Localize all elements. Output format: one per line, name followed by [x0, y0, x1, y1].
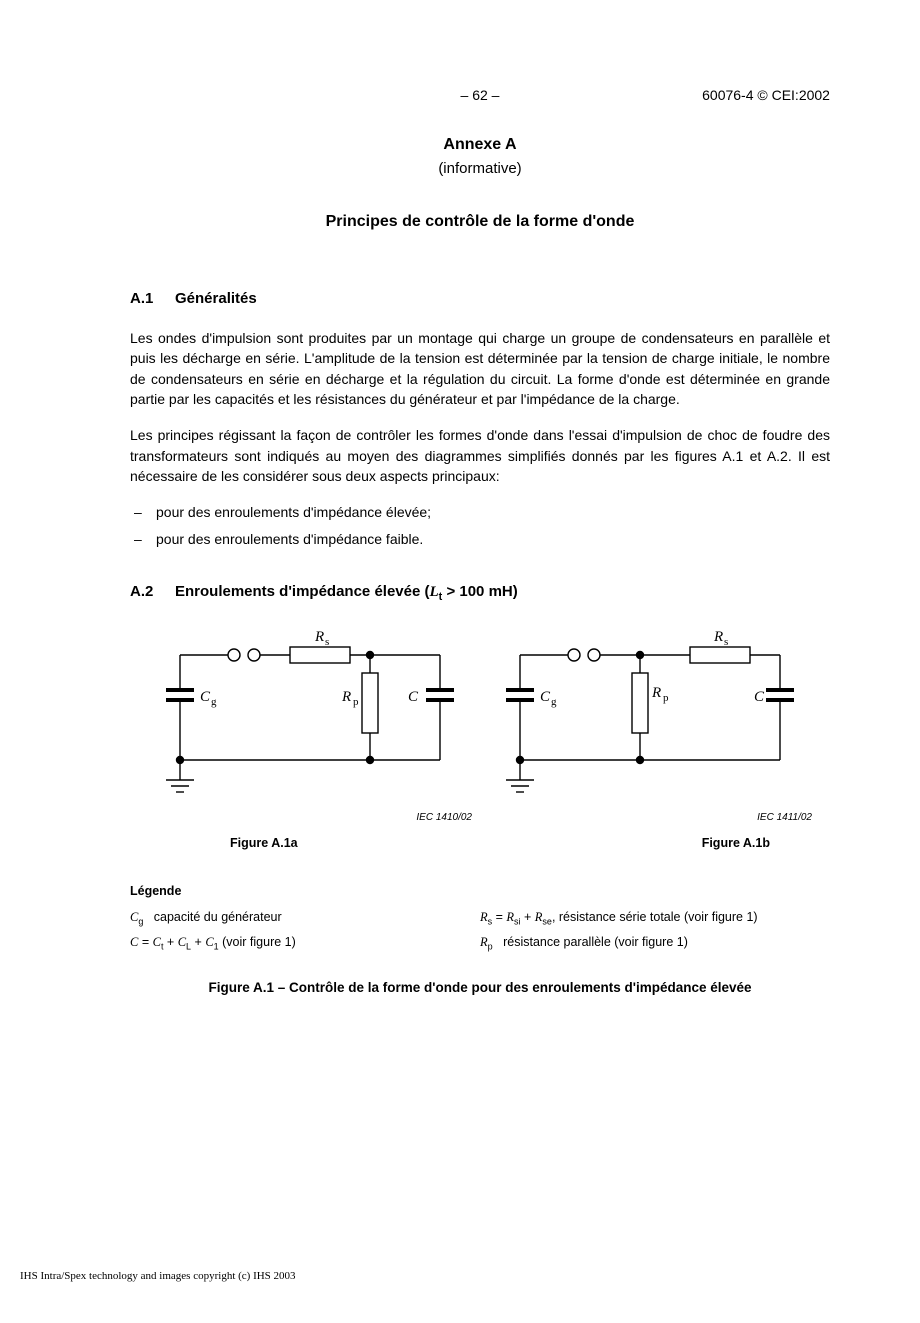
iec-ref-a: IEC 1410/02 [140, 811, 480, 826]
legend-r1-right: Rs = Rsi + Rse, résistance série totale … [480, 908, 758, 929]
informative-label: (informative) [130, 158, 830, 180]
caption-a1a: Figure A.1a [230, 834, 298, 852]
annexe-title: Annexe A [130, 133, 830, 156]
circuit-diagram-a: R s C g R p C [140, 625, 470, 805]
section-a2-heading: A.2Enroulements d'impédance élevée (Lt >… [130, 581, 830, 606]
main-title: Principes de contrôle de la forme d'onde [130, 210, 830, 233]
section-a2-title: Enroulements d'impédance élevée (Lt > 10… [175, 583, 518, 600]
svg-text:C: C [754, 689, 765, 705]
svg-text:g: g [551, 696, 557, 708]
figure-captions: Figure A.1a Figure A.1b [130, 834, 830, 852]
legend-r2-left: C = Ct + CL + C1 (voir figure 1) [130, 933, 480, 954]
legend-row2: C = Ct + CL + C1 (voir figure 1) Rp rési… [130, 933, 830, 954]
svg-text:R: R [314, 629, 324, 645]
svg-text:s: s [325, 636, 329, 648]
svg-text:C: C [540, 689, 551, 705]
a1-para2: Les principes régissant la façon de cont… [130, 425, 830, 486]
svg-text:R: R [651, 685, 661, 701]
svg-text:R: R [341, 689, 351, 705]
legend-title: Légende [130, 882, 830, 900]
legend-r1-left: Cg capacité du générateur [130, 908, 480, 929]
svg-text:p: p [663, 692, 669, 704]
caption-a1b: Figure A.1b [702, 834, 770, 852]
svg-text:C: C [408, 689, 419, 705]
page-header: – 62 – 60076-4 © CEI:2002 [130, 85, 830, 105]
copyright-footer: IHS Intra/Spex technology and images cop… [20, 1269, 296, 1285]
figure-a1a: R s C g R p C IEC 1410/02 [140, 625, 480, 826]
circuit-diagram-b: R s C g R p C [480, 625, 810, 805]
svg-text:s: s [724, 636, 728, 648]
figures-row: R s C g R p C IEC 1410/02 [130, 625, 830, 826]
page-number: – 62 – [363, 85, 596, 105]
a1-para1: Les ondes d'impulsion sont produites par… [130, 328, 830, 409]
section-a1-num: A.1 [130, 288, 175, 310]
header-left [130, 85, 363, 105]
doc-reference: 60076-4 © CEI:2002 [597, 85, 830, 105]
section-a2-num: A.2 [130, 581, 175, 603]
svg-text:g: g [211, 696, 217, 708]
a1-bullet2: –pour des enroulements d'impédance faibl… [134, 529, 830, 549]
iec-ref-b: IEC 1411/02 [480, 811, 820, 826]
legend-row1: Cg capacité du générateur Rs = Rsi + Rse… [130, 908, 830, 929]
svg-text:R: R [713, 629, 723, 645]
main-figure-caption: Figure A.1 – Contrôle de la forme d'onde… [130, 978, 830, 998]
svg-text:p: p [353, 696, 359, 708]
a1-bullet2-text: pour des enroulements d'impédance faible… [156, 531, 423, 547]
a1-bullet1-text: pour des enroulements d'impédance élevée… [156, 504, 431, 520]
section-a1-title: Généralités [175, 290, 257, 307]
figure-a1b: R s C g R p C IEC 1411/02 [480, 625, 820, 826]
section-a1-heading: A.1Généralités [130, 288, 830, 310]
a1-bullet1: –pour des enroulements d'impédance élevé… [134, 502, 830, 522]
legend-r2-right: Rp résistance parallèle (voir figure 1) [480, 933, 688, 954]
svg-text:C: C [200, 689, 211, 705]
